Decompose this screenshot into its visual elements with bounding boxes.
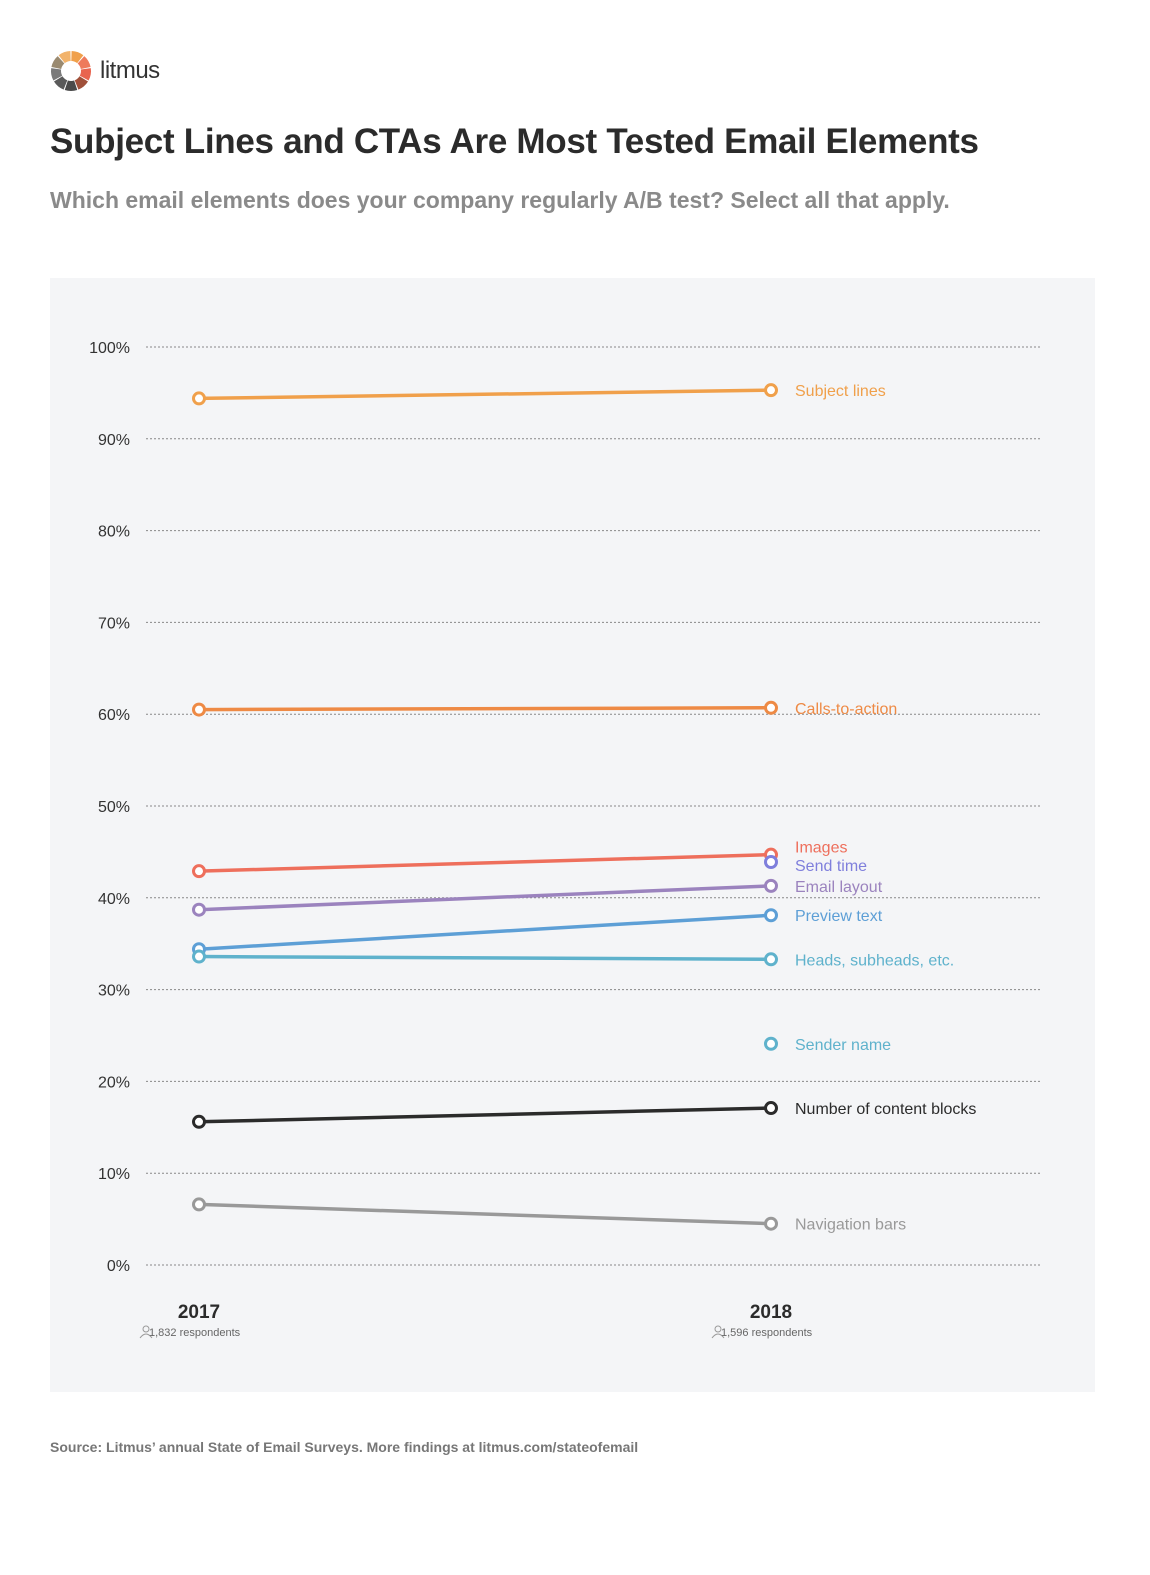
y-tick-label: 80% xyxy=(98,524,130,541)
data-point xyxy=(192,902,206,917)
logo-text: litmus xyxy=(100,57,160,84)
y-tick-label: 90% xyxy=(98,432,130,449)
x-tick-label: 2017 xyxy=(178,1302,220,1323)
logo-segment xyxy=(58,51,71,64)
source-note: Source: Litmus’ annual State of Email Su… xyxy=(50,1439,639,1455)
series-label: Preview text xyxy=(795,908,883,925)
respondents-note: 1,832 respondents xyxy=(149,1327,241,1339)
chart-panel: 0% 10% 20% 30% 40% 50% 60% 70% 80% 90% 100% 2017 1,8… xyxy=(50,278,1095,1392)
data-point xyxy=(764,878,778,893)
series-label: Email layout xyxy=(795,879,883,896)
logo-segment xyxy=(53,76,68,90)
series-label: Subject lines xyxy=(795,383,886,400)
series-line xyxy=(198,913,772,951)
people-icon xyxy=(139,1325,153,1339)
series-line xyxy=(198,954,772,962)
y-tick-label: 70% xyxy=(98,615,130,632)
page-subtitle: Which email elements does your company r… xyxy=(50,187,950,213)
data-point xyxy=(192,702,206,717)
data-point xyxy=(764,854,778,869)
y-tick-label: 10% xyxy=(98,1166,130,1183)
y-tick-label: 20% xyxy=(98,1074,130,1091)
data-point xyxy=(764,383,778,398)
logo-segment xyxy=(51,68,63,81)
series-label: Images xyxy=(795,840,847,857)
logo-ring-icon xyxy=(51,51,91,91)
logo-segment xyxy=(64,80,78,91)
y-tick-label: 30% xyxy=(98,983,130,1000)
people-icon-body xyxy=(711,1333,725,1339)
y-tick-label: 0% xyxy=(107,1258,130,1275)
series-label: Calls-to-action xyxy=(795,701,897,718)
data-point xyxy=(764,1216,778,1231)
series-label: Heads, subheads, etc. xyxy=(795,952,954,969)
series-line xyxy=(198,1106,772,1124)
y-tick-label: 40% xyxy=(98,891,130,908)
data-point xyxy=(764,1101,778,1116)
y-tick-label: 100% xyxy=(89,340,130,357)
data-point xyxy=(192,864,206,879)
people-icon-body xyxy=(139,1333,153,1339)
series-line xyxy=(198,852,772,873)
series-label: Send time xyxy=(795,858,867,875)
series-label: Sender name xyxy=(795,1037,891,1054)
data-point xyxy=(764,1036,778,1051)
data-point xyxy=(764,952,778,967)
data-point xyxy=(192,1197,206,1212)
respondents-note: 1,596 respondents xyxy=(721,1327,813,1339)
logo-segment xyxy=(71,51,84,64)
data-point xyxy=(192,1114,206,1129)
litmus-logo: litmus xyxy=(50,50,160,92)
x-tick-label: 2018 xyxy=(750,1302,792,1323)
logo-segment xyxy=(74,76,89,90)
people-icon-head xyxy=(142,1325,150,1333)
series-line xyxy=(198,884,772,912)
data-point xyxy=(764,700,778,715)
series-label: Number of content blocks xyxy=(795,1101,976,1118)
data-point xyxy=(192,391,206,406)
y-tick-label: 60% xyxy=(98,707,130,724)
series-line xyxy=(198,388,772,401)
series-label: Navigation bars xyxy=(795,1217,906,1234)
series-line xyxy=(198,1202,772,1226)
logo-segment xyxy=(51,56,65,69)
y-tick-label: 50% xyxy=(98,799,130,816)
people-icon xyxy=(711,1325,725,1339)
data-point xyxy=(192,949,206,964)
logo-segment xyxy=(77,56,91,69)
people-icon-head xyxy=(714,1325,722,1333)
page-title: Subject Lines and CTAs Are Most Tested E… xyxy=(50,122,979,161)
line-chart: 0% 10% 20% 30% 40% 50% 60% 70% 80% 90% 100% 2017 1,8… xyxy=(89,340,1042,1339)
data-point xyxy=(764,908,778,923)
logo-segment xyxy=(79,68,91,81)
series-line xyxy=(198,706,772,712)
